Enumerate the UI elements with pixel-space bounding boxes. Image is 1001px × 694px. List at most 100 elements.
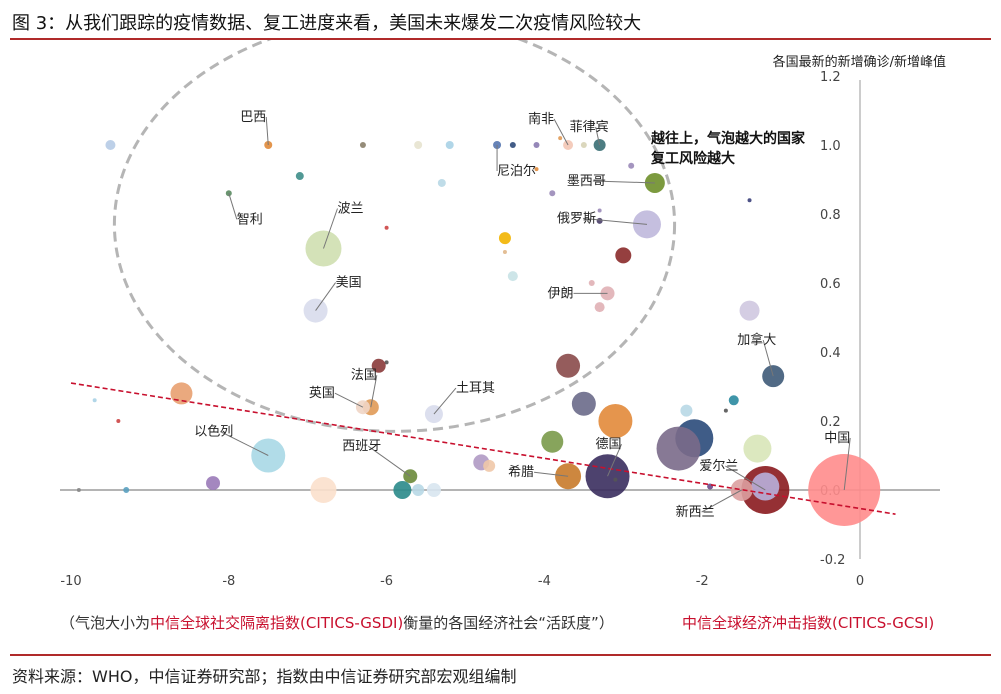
x-tick-label: -2 [696, 574, 709, 589]
bubble [507, 271, 518, 282]
bubble [571, 391, 596, 416]
trend-line [70, 382, 896, 515]
bubble [743, 434, 772, 463]
country-label-伊朗: 伊朗 [548, 286, 574, 301]
leader-line-爱尔兰 [725, 465, 766, 491]
country-label-加拿大: 加拿大 [737, 332, 776, 348]
bubble [116, 419, 121, 423]
bubble [723, 408, 728, 413]
bubble-chart: 1.21.00.80.60.40.20.0-0.2-10-8-6-4-20各国最… [60, 40, 946, 589]
leader-line-德国 [607, 443, 622, 477]
bubble [613, 477, 618, 482]
country-label-土耳其: 土耳其 [456, 381, 495, 396]
footnote-suffix: 衡量的各国经济社会“活跃度”） [403, 614, 614, 632]
leader-line-菲律宾 [595, 126, 601, 146]
leader-line-西班牙 [367, 445, 411, 477]
bubble [597, 208, 602, 213]
bubble [384, 225, 389, 230]
leader-line-墨西哥 [592, 180, 655, 184]
leader-line-波兰 [323, 208, 338, 249]
axes-layer: 1.21.00.80.60.40.20.0-0.2-10-8-6-4-20各国最… [60, 54, 946, 589]
leader-line-俄罗斯 [582, 217, 648, 225]
bubble [371, 358, 386, 373]
y-tick-label: 0.8 [820, 208, 841, 223]
bubble [206, 476, 221, 491]
country-label-希腊: 希腊 [508, 465, 534, 480]
bottom-rule [10, 654, 991, 656]
trend-line-layer [70, 382, 896, 515]
country-label-法国: 法国 [351, 368, 377, 383]
leader-line-美国 [315, 282, 336, 311]
bubble [747, 198, 752, 203]
bubble [549, 190, 556, 197]
x-tick-label: -6 [380, 574, 393, 589]
y-tick-label: 1.2 [820, 70, 841, 85]
bubble [123, 487, 130, 493]
bubble [628, 162, 635, 169]
country-label-南非: 南非 [528, 111, 554, 127]
risk-ellipse-layer [112, 40, 677, 433]
bubble [92, 398, 97, 403]
bubble [680, 404, 693, 417]
y-axis-title: 各国最新的新增确诊/新增峰值 [773, 54, 946, 70]
bubble [437, 178, 446, 187]
annotation-line: 越往上，气泡越大的国家 [650, 130, 806, 147]
bubble [384, 360, 389, 365]
bubble [412, 484, 425, 496]
bubble [556, 353, 581, 378]
bubble [426, 483, 441, 497]
bubble [509, 142, 516, 148]
bubble [393, 481, 412, 499]
country-label-中国: 中国 [824, 431, 850, 446]
bubble [739, 300, 760, 321]
country-label-尼泊尔: 尼泊尔 [497, 164, 536, 179]
figure-header: 图 3：从我们跟踪的疫情数据、复工进度来看，美国未来爆发二次疫情风险较大 [0, 0, 1001, 40]
bubble [558, 136, 563, 141]
leader-line-法国 [370, 375, 378, 408]
country-label-俄罗斯: 俄罗斯 [557, 211, 596, 226]
country-label-新西兰: 新西兰 [676, 504, 715, 520]
country-label-巴西: 巴西 [240, 110, 266, 125]
bubble [598, 404, 633, 438]
bubble [534, 167, 539, 172]
country-label-墨西哥: 墨西哥 [567, 174, 606, 189]
y-tick-label: 1.0 [820, 139, 841, 154]
annotation-line: 复工风险越大 [650, 150, 735, 167]
country-label-英国: 英国 [309, 386, 335, 401]
bubble [483, 459, 496, 472]
y-tick-label: -0.2 [820, 553, 845, 568]
bubble [170, 382, 193, 405]
bubble [541, 430, 564, 453]
bubble [656, 426, 701, 471]
bubble [594, 302, 605, 313]
bubble [76, 488, 81, 492]
source-note: 资料来源：WHO，中信证券研究部；指数由中信证券研究部宏观组编制 [12, 667, 517, 686]
x-tick-label: -10 [60, 574, 81, 589]
x-tick-label: -8 [222, 574, 235, 589]
country-label-爱尔兰: 爱尔兰 [699, 459, 738, 474]
bubble [295, 172, 304, 181]
country-label-菲律宾: 菲律宾 [570, 119, 609, 135]
bubble [359, 142, 366, 148]
bubble [615, 247, 632, 264]
bubble [502, 249, 507, 254]
y-tick-label: 0.6 [820, 277, 841, 292]
leader-line-巴西 [265, 116, 269, 146]
country-label-德国: 德国 [596, 437, 622, 452]
bubbles-layer [76, 136, 881, 526]
x-axis-title: 中信全球经济冲击指数(CITICS-GCSI) [682, 614, 935, 632]
bubble-size-note: （气泡大小为中信全球社交隔离指数(CITICS-GSDI)衡量的各国经济社会“活… [60, 612, 614, 633]
bubble [445, 141, 454, 149]
bubble [105, 140, 116, 150]
bubble [414, 141, 423, 149]
y-tick-label: 0.4 [820, 346, 841, 361]
bubble [310, 477, 337, 503]
leader-line-智利 [228, 193, 238, 220]
footnote-prefix: （气泡大小为 [60, 614, 151, 632]
bubble [580, 142, 587, 148]
x-tick-label: -4 [538, 574, 551, 589]
leader-line-中国 [843, 437, 851, 491]
leader-line-以色列 [220, 431, 269, 456]
bubble [728, 395, 739, 406]
